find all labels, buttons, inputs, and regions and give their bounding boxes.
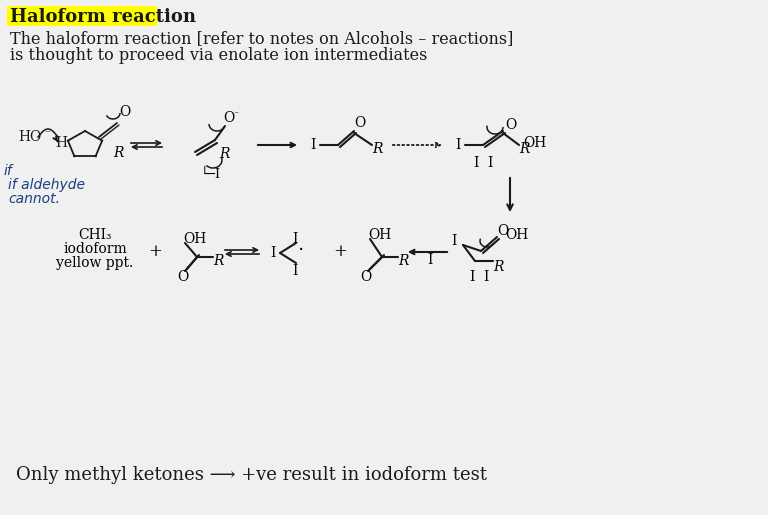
Text: O: O	[177, 270, 188, 284]
Text: I: I	[292, 264, 297, 278]
Text: R: R	[213, 254, 223, 268]
Text: I: I	[483, 270, 488, 284]
Text: R: R	[398, 254, 409, 268]
Text: CHI₃: CHI₃	[78, 228, 112, 242]
Text: ⁻: ⁻	[233, 111, 238, 119]
Text: O: O	[497, 224, 508, 238]
Text: └─I: └─I	[201, 167, 221, 180]
Text: iodoform: iodoform	[63, 242, 127, 256]
Text: I: I	[451, 234, 456, 248]
Text: OH: OH	[505, 228, 528, 242]
Text: O: O	[505, 118, 516, 132]
Text: O: O	[354, 116, 366, 130]
Text: ·: ·	[298, 242, 304, 261]
Text: OH: OH	[183, 232, 207, 246]
Text: I: I	[487, 156, 492, 170]
Text: R: R	[113, 146, 124, 160]
Text: ⁻: ⁻	[44, 129, 50, 139]
Text: OH: OH	[368, 228, 391, 242]
Text: Only methyl ketones ⟶ +ve result in iodoform test: Only methyl ketones ⟶ +ve result in iodo…	[16, 466, 487, 484]
Text: I: I	[292, 232, 297, 246]
Text: cannot.: cannot.	[8, 192, 60, 206]
Text: HO: HO	[18, 130, 41, 144]
Text: OH: OH	[523, 136, 546, 150]
Text: I: I	[473, 156, 478, 170]
FancyBboxPatch shape	[7, 6, 157, 26]
Text: Haloform reaction: Haloform reaction	[10, 8, 196, 26]
Text: I: I	[469, 270, 475, 284]
Text: R: R	[372, 142, 382, 156]
Text: O: O	[119, 105, 131, 119]
Text: R: R	[493, 260, 504, 274]
Text: +: +	[148, 244, 162, 261]
Text: I: I	[455, 138, 460, 152]
Text: O: O	[360, 270, 371, 284]
Text: R: R	[519, 142, 529, 156]
Text: if aldehyde: if aldehyde	[8, 178, 85, 192]
Text: I: I	[310, 138, 316, 152]
Text: R: R	[219, 147, 230, 161]
Text: O: O	[223, 111, 234, 125]
Text: +: +	[333, 244, 347, 261]
Text: The haloform reaction [refer to notes on Alcohols – reactions]: The haloform reaction [refer to notes on…	[10, 30, 513, 47]
Text: if: if	[4, 164, 13, 178]
Text: yellow ppt.: yellow ppt.	[56, 256, 134, 270]
Text: H: H	[55, 136, 67, 150]
Text: I: I	[270, 246, 276, 260]
Text: I: I	[427, 253, 432, 267]
Text: is thought to proceed via enolate ion intermediates: is thought to proceed via enolate ion in…	[10, 47, 427, 64]
